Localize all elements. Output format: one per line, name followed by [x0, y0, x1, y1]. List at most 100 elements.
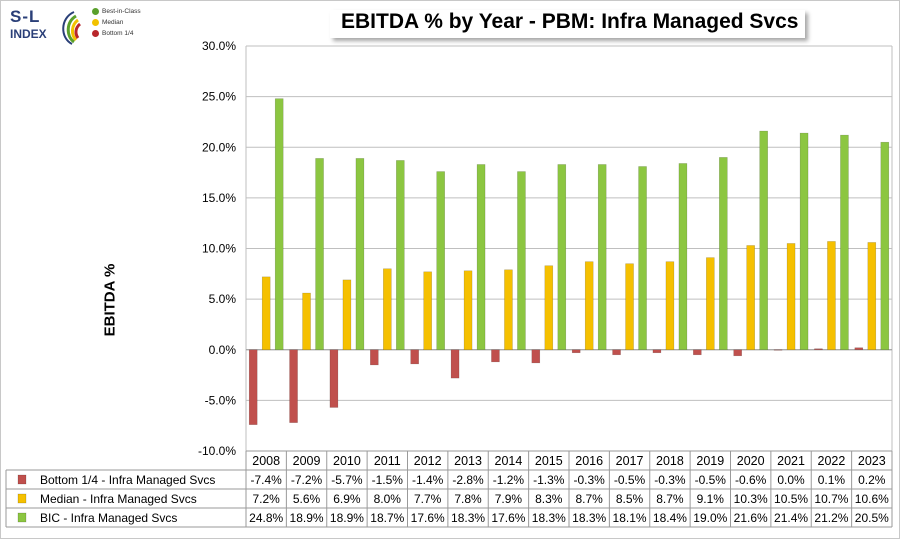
legend-swatch — [17, 493, 27, 504]
y-tick-label: 30.0% — [202, 39, 236, 53]
bar — [786, 243, 796, 350]
logo-legend-item: Bottom 1/4 — [92, 28, 141, 39]
data-label: -0.5% — [614, 473, 646, 487]
bar — [773, 349, 783, 351]
bar — [719, 157, 728, 350]
data-label: 18.3% — [532, 511, 566, 525]
logo-swirl-icon — [62, 11, 82, 45]
bar — [329, 349, 339, 408]
x-tick-label: 2020 — [737, 454, 765, 468]
data-label: -0.5% — [695, 473, 727, 487]
legend-label: Bottom 1/4 - Infra Managed Svcs — [40, 473, 215, 487]
y-tick-label: 15.0% — [202, 191, 236, 205]
data-label: -1.3% — [533, 473, 565, 487]
x-tick-label: 2014 — [495, 454, 523, 468]
bar — [612, 349, 621, 356]
x-tick-label: 2016 — [575, 454, 603, 468]
x-tick-label: 2021 — [777, 454, 805, 468]
chart-title-box — [330, 10, 805, 38]
bar — [315, 158, 324, 350]
bar — [410, 349, 419, 365]
x-tick-label: 2022 — [818, 454, 846, 468]
legend-swatch — [17, 474, 27, 485]
data-label: 18.9% — [290, 511, 324, 525]
data-label: 18.7% — [370, 511, 404, 525]
bar — [517, 171, 526, 350]
x-tick-label: 2015 — [535, 454, 563, 468]
bar — [370, 349, 379, 366]
bar — [733, 349, 742, 357]
logo-legend-item: Best-in-Class — [92, 6, 141, 17]
data-label: 24.8% — [249, 511, 283, 525]
data-label: -1.4% — [412, 473, 444, 487]
data-label: 18.4% — [653, 511, 687, 525]
data-label: 10.7% — [814, 492, 848, 506]
data-label: 21.4% — [774, 511, 808, 525]
data-label: -7.4% — [251, 473, 283, 487]
bar — [746, 245, 755, 350]
x-tick-label: 2017 — [616, 454, 644, 468]
data-label: 21.2% — [814, 511, 848, 525]
data-label: -7.2% — [291, 473, 323, 487]
bar — [248, 349, 258, 425]
bar — [396, 160, 405, 350]
chart-title: EBITDA % by Year - PBM: Infra Managed Sv… — [341, 10, 799, 33]
legend-label: Median - Infra Managed Svcs — [40, 492, 197, 506]
data-label: 20.5% — [855, 511, 889, 525]
bar — [302, 292, 311, 350]
bar — [638, 166, 647, 350]
data-label: 0.2% — [858, 473, 886, 487]
x-tick-label: 2012 — [414, 454, 442, 468]
data-label: 8.0% — [374, 492, 402, 506]
bar — [880, 141, 890, 350]
sl-index-logo: S-L INDEX Best-in-Class Median Bottom 1/… — [10, 6, 160, 52]
data-label: -2.8% — [452, 473, 484, 487]
data-label: 8.7% — [576, 492, 604, 506]
data-label: 5.6% — [293, 492, 321, 506]
data-label: 18.9% — [330, 511, 364, 525]
bar — [342, 279, 352, 351]
data-label: 0.0% — [777, 473, 805, 487]
data-label: 17.6% — [491, 511, 525, 525]
data-label: 17.6% — [411, 511, 445, 525]
logo-sub: INDEX — [10, 27, 47, 41]
x-tick-label: 2018 — [656, 454, 684, 468]
bar — [706, 257, 715, 350]
x-tick-label: 2019 — [696, 454, 724, 468]
bar — [544, 265, 554, 350]
bar — [625, 263, 634, 350]
bar — [504, 269, 513, 351]
logo-legend-label: Best-in-Class — [102, 8, 141, 15]
legend-swatch — [17, 512, 27, 523]
x-tick-label: 2009 — [293, 454, 321, 468]
bar — [571, 349, 581, 354]
bar — [678, 163, 688, 350]
data-label: -5.7% — [331, 473, 363, 487]
x-tick-label: 2023 — [858, 454, 886, 468]
data-label: 7.2% — [253, 492, 281, 506]
y-tick-label: 0.0% — [209, 343, 237, 357]
data-label: 6.9% — [333, 492, 361, 506]
bar — [799, 132, 809, 350]
bar — [665, 261, 675, 351]
data-label: -0.3% — [654, 473, 686, 487]
bar — [759, 130, 768, 350]
bar — [867, 242, 877, 350]
data-label: 19.0% — [693, 511, 727, 525]
bar — [840, 134, 849, 350]
data-label: 8.3% — [535, 492, 563, 506]
y-tick-label: 5.0% — [209, 292, 237, 306]
data-label: -1.5% — [372, 473, 404, 487]
data-label: 18.1% — [613, 511, 647, 525]
bar — [463, 270, 473, 350]
data-label: 7.9% — [495, 492, 523, 506]
bar — [854, 347, 864, 351]
bar — [693, 349, 702, 356]
logo-legend-label: Median — [102, 19, 124, 26]
data-label: 7.7% — [414, 492, 442, 506]
data-label: 8.5% — [616, 492, 644, 506]
bar — [827, 241, 836, 351]
legend-label: BIC - Infra Managed Svcs — [40, 511, 177, 525]
bar — [450, 349, 460, 379]
